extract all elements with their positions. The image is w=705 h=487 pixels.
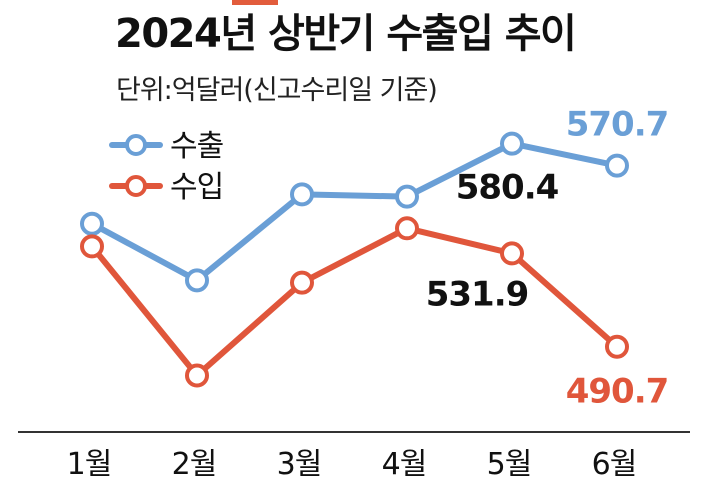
data-point-export (185, 268, 209, 293)
data-point-export (395, 184, 419, 209)
data-label: 490.7 (566, 372, 669, 412)
series-line-export (89, 140, 620, 284)
data-point-import (500, 241, 524, 266)
legend-marker-import (125, 175, 147, 197)
data-label: 580.4 (456, 168, 559, 208)
top-accent-bar (232, 0, 278, 5)
data-point-import (395, 216, 419, 241)
x-tick-label: 3월 (277, 447, 322, 482)
data-point-export (80, 211, 104, 236)
x-tick-label: 6월 (592, 447, 637, 482)
legend-label-import: 수입 (170, 170, 223, 205)
data-point-import (605, 334, 629, 359)
data-point-import (185, 363, 209, 388)
chart-title: 2024년 상반기 수출입 추이 (115, 11, 577, 57)
chart-subtitle: 단위:억달러(신고수리일 기준) (116, 75, 438, 106)
x-axis: 1월 2월 3월 4월 5월 6월 (18, 431, 690, 482)
x-tick-label: 4월 (382, 447, 427, 482)
series-line-import (89, 225, 620, 379)
data-label: 531.9 (426, 274, 529, 314)
data-point-import (80, 234, 104, 259)
data-label: 570.7 (566, 105, 669, 145)
legend-label-export: 수출 (170, 129, 223, 164)
x-tick-label: 2월 (172, 447, 217, 482)
data-point-import (290, 270, 314, 295)
data-point-export (290, 182, 314, 207)
data-point-export (605, 153, 629, 178)
x-tick-label: 1월 (67, 447, 112, 482)
data-point-export (500, 131, 524, 156)
series-points (80, 131, 629, 388)
series-lines (89, 140, 620, 379)
x-tick-label: 5월 (487, 447, 532, 482)
legend-marker-export (125, 134, 147, 156)
